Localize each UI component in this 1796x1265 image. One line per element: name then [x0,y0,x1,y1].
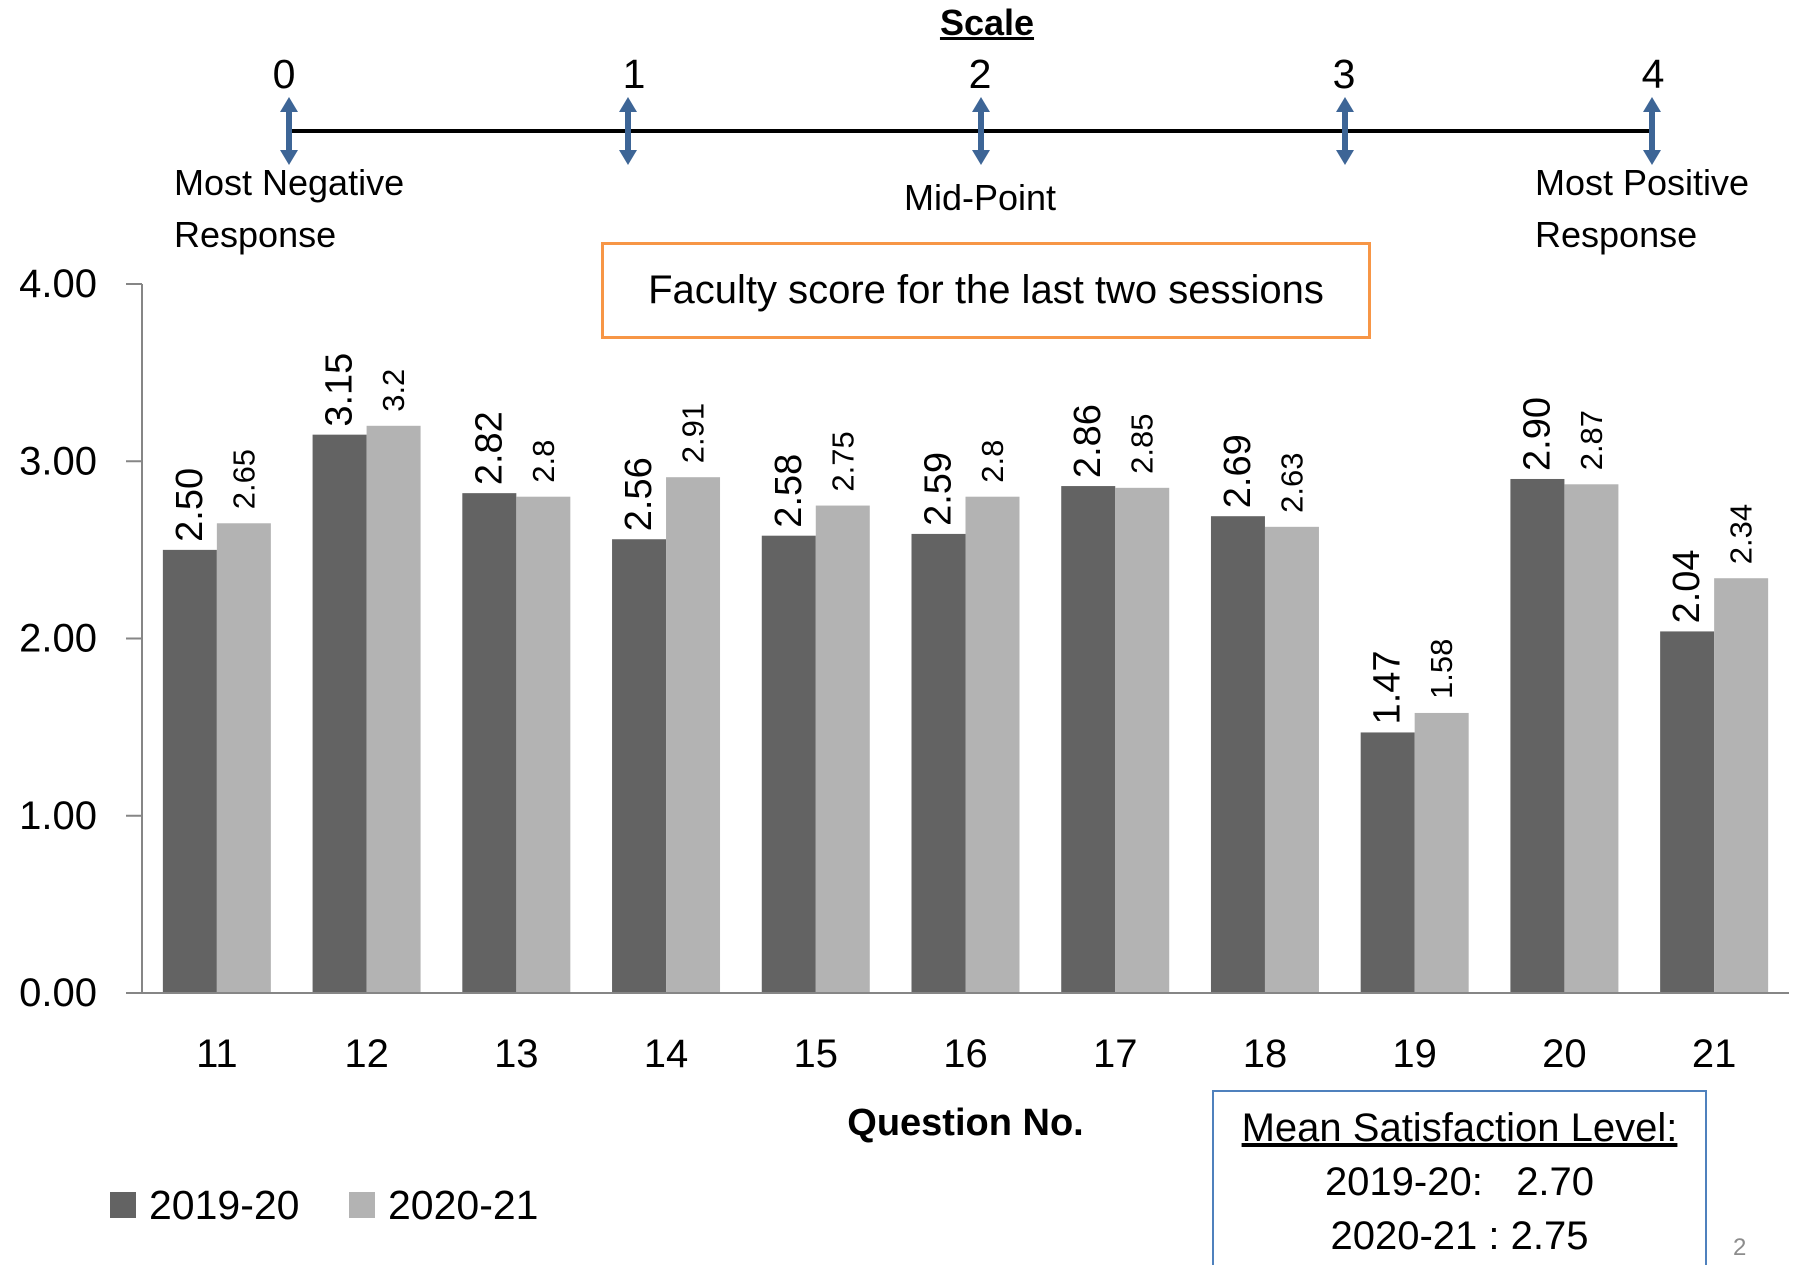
bar-2020-21-q15 [815,505,870,993]
data-label-2019-20-q11: 2.50 [169,468,211,542]
y-tick-label: 0.00 [19,971,97,1015]
data-label-2020-21-q17: 2.85 [1125,413,1160,473]
page-number: 2 [1733,1234,1747,1261]
data-label-2020-21-q11: 2.65 [226,449,261,509]
legend-item-2019-20: 2019-20 [110,1181,299,1229]
x-tick-label: 11 [196,1032,238,1076]
y-tick-label: 3.00 [19,439,97,483]
scale-min-label: Most Negative Response [174,157,404,261]
data-label-2020-21-q14: 2.91 [676,403,711,463]
scale-double-arrow-icon-1 [619,97,637,165]
x-tick-label: 18 [1243,1032,1288,1076]
scale-tick-label-3: 3 [1332,51,1356,97]
bar-2020-21-q14 [666,477,721,993]
scale-double-arrow-icon-0 [280,97,298,165]
scale-diagram [280,97,1661,165]
bar-2019-20-q15 [761,535,816,993]
x-tick-label: 12 [344,1032,389,1076]
x-tick-label: 15 [794,1032,839,1076]
data-label-2020-21-q18: 2.63 [1274,452,1309,512]
x-axis-title: Question No. [847,1102,1083,1144]
chart-callout-box: Faculty score for the last two sessions [601,242,1371,339]
bar-2019-20-q17 [1061,486,1116,993]
data-label-2020-21-q15: 2.75 [825,431,860,491]
x-tick-label: 19 [1392,1032,1437,1076]
tick-labels-group: 11 12 13 14 15 16 17 18 19 20 21 0.00 1.00 2.00 3.00 4.… [19,262,1736,1144]
data-label-2020-21-q12: 3.2 [376,369,411,412]
scale-tick-label-4: 4 [1641,51,1665,97]
mean-satisfaction-line: 2019-20: 2.70 [1324,1160,1595,1204]
data-label-2019-20-q15: 2.58 [768,454,810,528]
scale-title: Scale [939,2,1035,43]
data-label-2019-20-q20: 2.90 [1516,397,1558,471]
scale-max-label-line: Response [1535,214,1698,255]
data-label-2020-21-q13: 2.8 [526,440,561,483]
bar-2020-21-q21 [1714,578,1769,993]
x-tick-label: 14 [644,1032,689,1076]
bar-2019-20-q21 [1660,631,1715,993]
bar-2020-21-q19 [1414,712,1469,993]
legend-swatch [110,1192,136,1218]
scale-double-arrow-icon-4 [1643,97,1661,165]
data-label-2019-20-q16: 2.59 [918,452,960,526]
scale-min-label-line: Most Negative [174,162,405,203]
y-tick-label: 2.00 [19,617,97,661]
data-label-2020-21-q19: 1.58 [1424,639,1459,699]
bar-2019-20-q19 [1360,732,1415,993]
mean-satisfaction-box: Mean Satisfaction Level: 2019-20: 2.70 2… [1212,1090,1707,1265]
scale-tick-label-1: 1 [622,51,646,97]
data-label-2020-21-q16: 2.8 [975,440,1010,483]
scale-max-label: Most Positive Response [1535,157,1749,261]
mean-satisfaction-line: 2020-21 : 2.75 [1330,1214,1589,1258]
axes-group [126,283,1789,994]
legend-label: 2019-20 [149,1182,300,1228]
x-tick-label: 16 [943,1032,988,1076]
data-label-2019-20-q12: 3.15 [319,353,361,427]
mean-satisfaction-heading: Mean Satisfaction Level: [1241,1106,1678,1150]
x-tick-label: 20 [1542,1032,1587,1076]
chart-callout-text: Faculty score for the last two sessions [648,268,1324,312]
bar-2019-20-q13 [462,493,517,993]
data-label-2019-20-q18: 2.69 [1217,434,1259,508]
bar-2020-21-q12 [366,425,421,993]
bar-2019-20-q14 [612,539,667,993]
bar-2020-21-q13 [516,496,571,993]
bar-2019-20-q11 [162,549,217,993]
data-label-2019-20-q17: 2.86 [1067,404,1109,478]
legend-item-2020-21: 2020-21 [349,1181,538,1229]
data-label-2020-21-q21: 2.34 [1724,504,1759,564]
scale-double-arrow-icon-3 [1336,97,1354,165]
bars-group [162,425,1769,994]
bar-2020-21-q18 [1264,526,1319,993]
bar-2019-20-q18 [1210,516,1265,993]
bar-2020-21-q11 [216,523,271,993]
data-label-2020-21-q20: 2.87 [1574,410,1609,470]
scale-min-label-line: Response [174,214,337,255]
data-label-2019-20-q19: 1.47 [1367,650,1409,724]
bar-2019-20-q20 [1510,478,1565,994]
data-label-2019-20-q13: 2.82 [468,411,510,485]
bar-2020-21-q20 [1564,484,1619,993]
x-tick-label: 17 [1093,1032,1138,1076]
scale-tick-label-2: 2 [968,51,992,97]
x-tick-label: 13 [494,1032,539,1076]
bar-2020-21-q17 [1115,487,1170,993]
legend-swatch [349,1192,375,1218]
scale-tick-label-0: 0 [272,51,296,97]
data-labels-group: 2.50 2.65 3.15 3.2 2.82 2.8 2.56 2.91 2.58 2.75 2.… [169,353,1759,725]
scale-mid-label: Mid-Point [903,177,1057,218]
scale-double-arrow-icon-2 [972,97,990,165]
y-tick-label: 1.00 [19,794,97,838]
data-label-2019-20-q14: 2.56 [618,457,660,531]
scale-max-label-line: Most Positive [1535,162,1750,203]
bar-2019-20-q12 [312,434,367,994]
y-tick-label: 4.00 [19,262,97,306]
legend-label: 2020-21 [388,1182,539,1228]
data-label-2019-20-q21: 2.04 [1666,549,1708,623]
bar-2020-21-q16 [965,496,1020,993]
x-tick-label: 21 [1692,1032,1737,1076]
bar-2019-20-q16 [911,533,966,993]
